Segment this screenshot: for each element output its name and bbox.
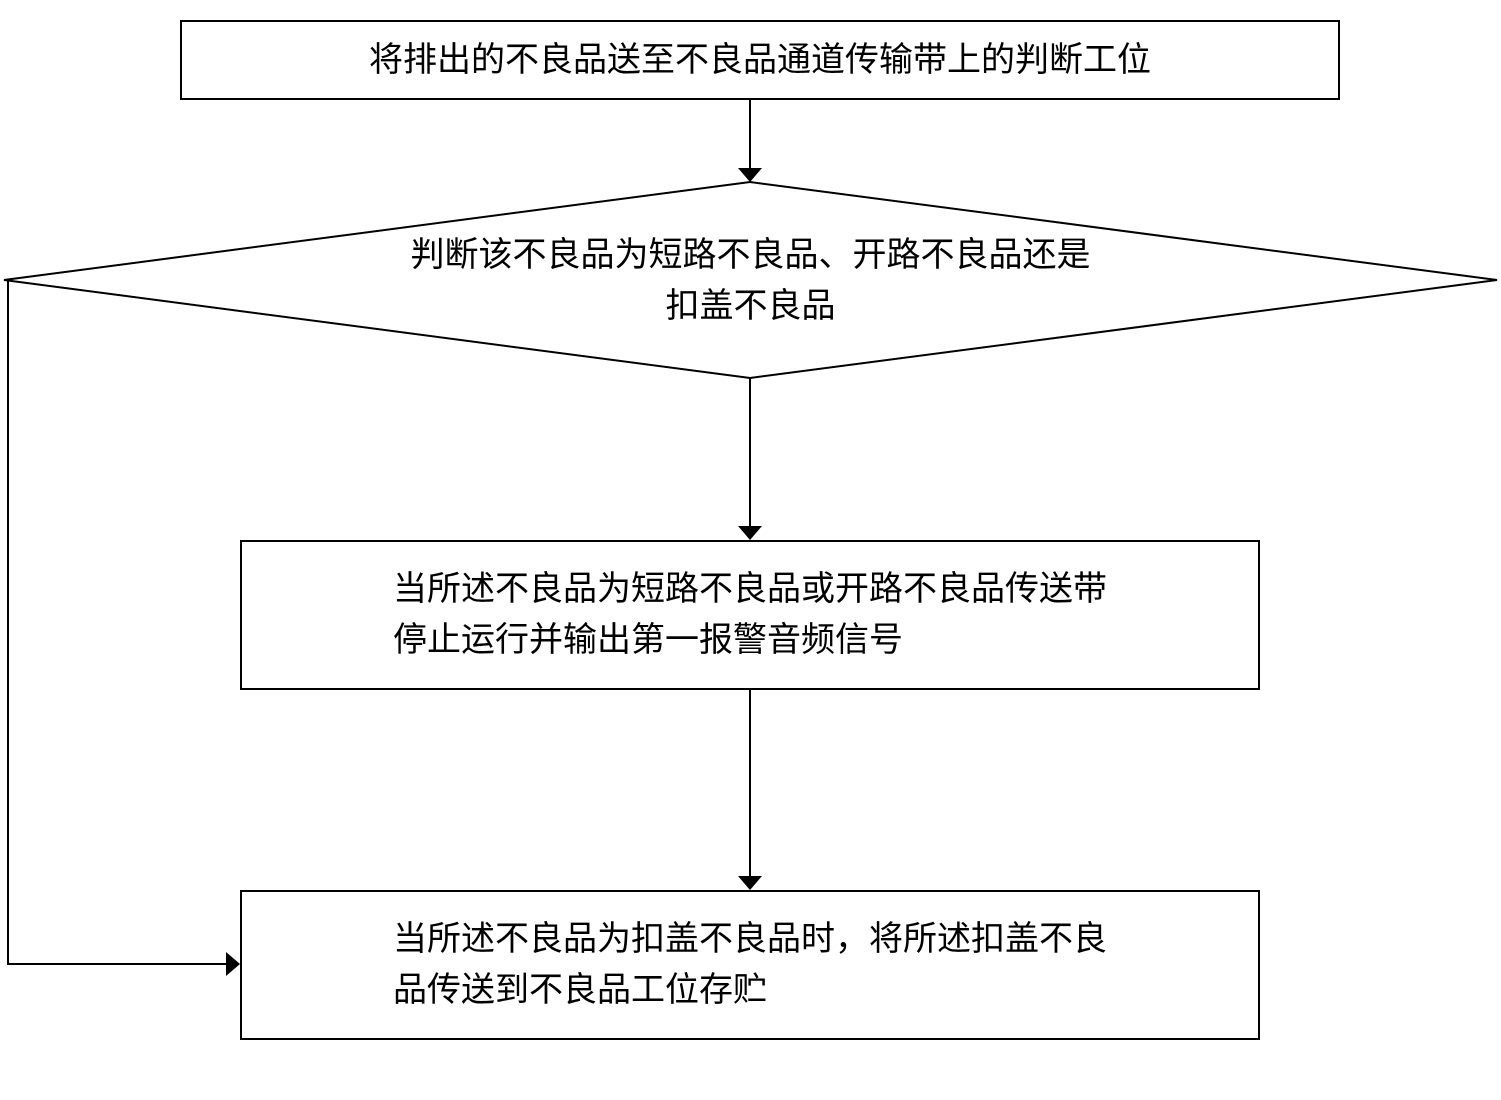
arrow-3-line: [749, 690, 751, 876]
decision-text: 判断该不良品为短路不良品、开路不良品还是 扣盖不良品: [0, 230, 1501, 332]
arrow-4-vertical: [7, 280, 9, 965]
decision-text-line1: 判断该不良品为短路不良品、开路不良品还是: [411, 237, 1091, 274]
flowchart-step-4: 当所述不良品为扣盖不良品时，将所述扣盖不良 品传送到不良品工位存贮: [240, 890, 1260, 1040]
step-4-text-line1: 当所述不良品为扣盖不良品时，将所述扣盖不良: [393, 921, 1107, 958]
arrow-2-line: [749, 378, 751, 526]
arrow-3-head: [738, 876, 762, 890]
step-4-text: 当所述不良品为扣盖不良品时，将所述扣盖不良 品传送到不良品工位存贮: [393, 914, 1107, 1016]
flowchart-step-1: 将排出的不良品送至不良品通道传输带上的判断工位: [180, 20, 1340, 100]
arrow-2-head: [738, 526, 762, 540]
decision-text-line2: 扣盖不良品: [666, 288, 836, 325]
step-3-text-line1: 当所述不良品为短路不良品或开路不良品传送带: [393, 571, 1107, 608]
arrow-1-line: [749, 100, 751, 168]
arrow-4-horizontal: [7, 963, 226, 965]
step-1-text: 将排出的不良品送至不良品通道传输带上的判断工位: [369, 35, 1151, 86]
step-4-text-line2: 品传送到不良品工位存贮: [393, 972, 767, 1009]
arrow-4-head: [226, 952, 240, 976]
step-3-text: 当所述不良品为短路不良品或开路不良品传送带 停止运行并输出第一报警音频信号: [393, 564, 1107, 666]
flowchart-decision: 判断该不良品为短路不良品、开路不良品还是 扣盖不良品: [0, 180, 1501, 380]
step-3-text-line2: 停止运行并输出第一报警音频信号: [393, 622, 903, 659]
flowchart-step-3: 当所述不良品为短路不良品或开路不良品传送带 停止运行并输出第一报警音频信号: [240, 540, 1260, 690]
